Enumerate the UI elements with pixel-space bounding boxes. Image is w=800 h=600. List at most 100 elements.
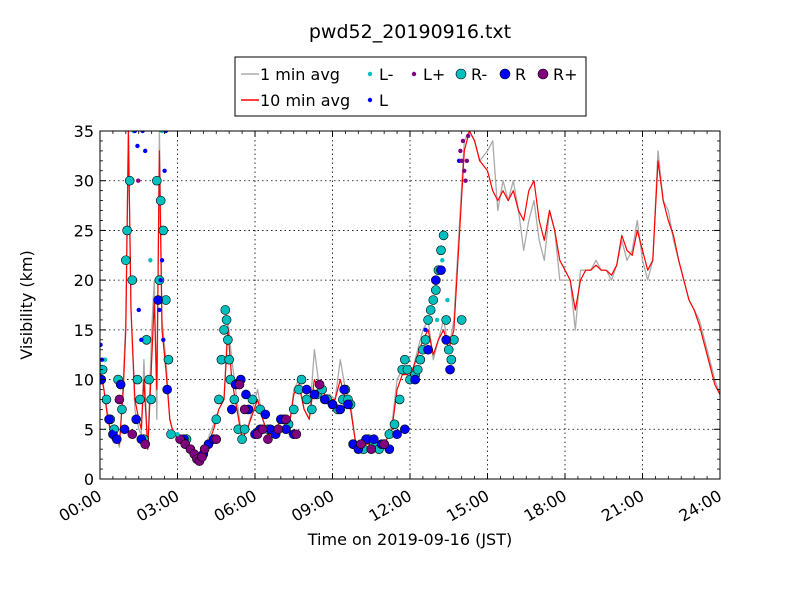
r-minus-point	[389, 419, 400, 430]
r-minus-point	[420, 334, 431, 345]
r-plus-point	[239, 404, 250, 415]
r-minus-point	[124, 175, 135, 186]
r-plus-point	[114, 394, 125, 405]
l-plus-point	[465, 133, 471, 139]
r-minus-point	[158, 225, 169, 236]
l-point	[143, 148, 148, 154]
r-minus-point	[443, 344, 454, 355]
r-point	[301, 384, 312, 395]
r-minus-point	[122, 225, 132, 236]
r-point	[400, 424, 410, 435]
r-minus-point	[229, 394, 240, 405]
l-point	[136, 307, 141, 313]
r-point	[226, 404, 237, 415]
y-tick-label: 30	[74, 172, 94, 191]
r-plus-point	[281, 414, 291, 425]
legend-label-r-minus: R-	[471, 65, 487, 84]
r-minus-point	[144, 374, 154, 385]
r-point	[335, 404, 346, 415]
r-point	[309, 389, 320, 400]
r-minus-point	[247, 394, 258, 405]
l-point	[157, 307, 162, 313]
r-plus-point	[197, 452, 207, 462]
l-plus-point	[463, 178, 468, 183]
l-point	[132, 131, 138, 134]
r-minus-point	[121, 255, 131, 266]
l-minus-point	[434, 317, 440, 323]
legend-box	[234, 56, 587, 117]
legend-swatch-l-minus	[367, 71, 373, 77]
ten-min-avg-line	[100, 131, 720, 460]
chart-title: pwd52_20190916.txt	[309, 21, 511, 43]
l-minus-point	[445, 297, 450, 303]
l-point	[423, 327, 428, 333]
r-plus-point	[234, 379, 245, 390]
y-tick-label: 25	[74, 221, 94, 240]
r-point	[441, 334, 451, 345]
l-point	[162, 168, 167, 173]
y-tick-label: 20	[74, 271, 94, 290]
r-minus-point	[446, 354, 457, 365]
r-minus-point	[456, 315, 467, 325]
legend-swatch-l	[367, 97, 373, 103]
legend-label-l-minus: L-	[379, 65, 393, 84]
y-tick-label: 35	[74, 122, 94, 141]
r-minus-point	[423, 315, 433, 325]
r-minus-point	[436, 245, 446, 256]
legend-swatch-r	[499, 68, 511, 80]
r-plus-point	[273, 424, 284, 435]
r-point	[119, 424, 130, 435]
r-point	[423, 344, 433, 355]
r-plus-point	[291, 429, 302, 440]
r-plus-point	[257, 424, 268, 435]
r-minus-point	[117, 404, 127, 415]
r-minus-point	[224, 354, 234, 365]
r-point	[319, 394, 330, 405]
r-point	[369, 434, 379, 445]
legend-swatch-r-minus	[455, 68, 467, 80]
r-plus-point	[211, 434, 222, 445]
r-point	[327, 399, 338, 410]
r-point	[436, 265, 446, 276]
r-minus-point	[166, 429, 176, 440]
r-point	[162, 384, 172, 395]
r-minus-point	[307, 404, 317, 415]
r-minus-point	[127, 275, 138, 285]
r-minus-point	[431, 285, 441, 295]
r-plus-point	[366, 444, 377, 454]
r-point	[343, 399, 353, 410]
r-minus-point	[301, 394, 312, 405]
r-minus-point	[221, 315, 232, 325]
r-minus-point	[428, 295, 439, 305]
r-minus-point	[288, 404, 299, 415]
r-minus-point	[152, 175, 162, 186]
x-axis-label: Time on 2019-09-16 (JST)	[307, 530, 512, 549]
r-minus-point	[219, 325, 229, 335]
r-point	[260, 409, 271, 420]
legend-label-l-plus: L+	[423, 65, 445, 84]
r-point	[115, 379, 126, 390]
l-minus-point	[102, 357, 108, 362]
r-minus-point	[412, 364, 423, 375]
l-plus-point	[460, 138, 466, 144]
l-plus-point	[464, 158, 470, 164]
l-plus-point	[462, 168, 467, 173]
r-point	[445, 364, 455, 375]
l-plus-point	[136, 178, 141, 183]
r-minus-point	[239, 424, 250, 435]
l-minus-point	[440, 258, 445, 263]
legend-swatch-l-plus	[411, 71, 417, 77]
r-plus-point	[356, 439, 366, 450]
l-point	[158, 277, 163, 283]
l-point	[100, 342, 103, 347]
r-minus-point	[296, 374, 307, 385]
r-minus-point	[101, 394, 112, 405]
r-minus-point	[100, 364, 108, 375]
r-minus-point	[237, 434, 247, 445]
y-tick-label: 10	[74, 371, 94, 390]
r-minus-point	[135, 394, 145, 405]
legend-swatch-r-plus	[537, 68, 549, 80]
r-minus-point	[211, 414, 222, 425]
l-point	[159, 258, 165, 263]
r-point	[431, 275, 441, 285]
